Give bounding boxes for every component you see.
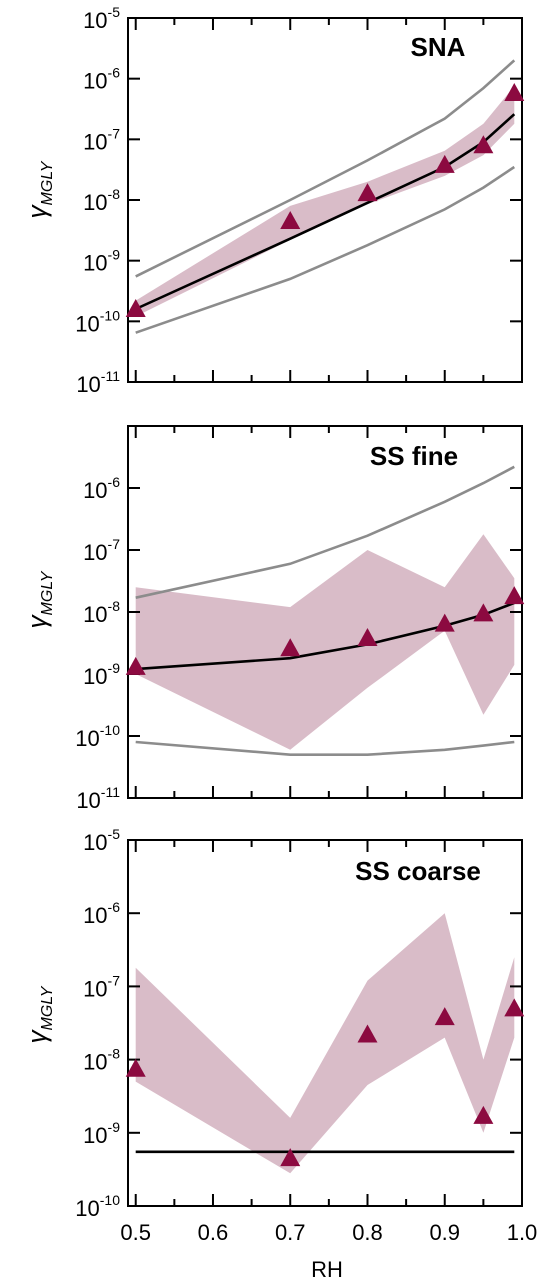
data-point-marker — [280, 1148, 301, 1167]
y-tick-label: 10-9 — [83, 1119, 120, 1148]
uncertainty-band — [135, 86, 515, 317]
data-point-marker — [504, 586, 525, 605]
x-tick-label: 0.7 — [275, 1220, 306, 1245]
y-tick-label: 10-8 — [83, 598, 120, 627]
panel-3: 10-10 10-9 10-8 10-7 10-6 10-5 SS coarse γMGLY — [22, 826, 525, 1221]
x-axis-title: RH — [311, 1257, 343, 1282]
y-tick-label: 10-7 — [83, 125, 120, 154]
x-tick-label: 0.9 — [429, 1220, 460, 1245]
y-axis-title: γMGLY — [22, 160, 56, 218]
y-tick-label: 10-10 — [75, 307, 120, 336]
y-tick-label: 10-5 — [83, 826, 120, 855]
data-point-marker — [357, 183, 378, 202]
data-point-marker — [357, 628, 378, 647]
y-tick-label: 10-9 — [83, 247, 120, 276]
data-point-marker — [125, 656, 146, 675]
y-axis-title: γMGLY — [22, 570, 56, 628]
y-tick-label: 10-7 — [83, 972, 120, 1001]
y-tick-label: 10-6 — [83, 65, 120, 94]
y-tick-label: 10-5 — [83, 4, 120, 33]
uncertainty-band — [135, 913, 515, 1174]
data-point-marker — [504, 998, 525, 1017]
data-point-marker — [280, 638, 301, 657]
upper-bound-line — [135, 59, 516, 278]
y-tick-label: 10-6 — [83, 899, 120, 928]
data-point-marker — [504, 83, 525, 102]
y-tick-label: 10-10 — [75, 722, 120, 751]
lower-bound-line — [135, 165, 516, 334]
y-tick-label: 10-11 — [76, 784, 120, 813]
panel-1: 10-11 10-10 10-9 10-8 10-7 10-6 10-5 SNA γMGLY — [22, 4, 525, 397]
data-point-marker — [473, 1105, 494, 1124]
y-tick-label: 10-8 — [83, 1046, 120, 1075]
panel-2: 10-11 10-10 10-9 10-8 10-7 10-6 SS fine γMGLY — [22, 425, 525, 813]
y-tick-label: 10-11 — [76, 368, 120, 397]
panel-title: SS fine — [370, 441, 458, 471]
data-point-marker — [434, 1007, 455, 1026]
x-tick-label: 0.6 — [198, 1220, 229, 1245]
y-tick-label: 10-6 — [83, 474, 120, 503]
lower-bound-line — [135, 740, 515, 757]
panel-title: SS coarse — [355, 856, 481, 886]
y-tick-label: 10-7 — [83, 536, 120, 565]
fit-line — [135, 113, 516, 311]
data-point-marker — [473, 135, 494, 154]
panel-title: SNA — [411, 32, 466, 62]
upper-bound-line — [135, 465, 515, 599]
data-point-marker — [473, 603, 494, 622]
plot-frame — [127, 839, 523, 1207]
data-point-marker — [280, 211, 301, 230]
y-tick-label: 10-9 — [83, 660, 120, 689]
x-tick-label: 0.5 — [120, 1220, 151, 1245]
data-point-marker — [434, 154, 455, 173]
uncertainty-band — [135, 534, 515, 750]
data-point-marker — [125, 1058, 146, 1077]
y-axis-title: γMGLY — [22, 985, 56, 1043]
x-tick-label: 0.8 — [352, 1220, 383, 1245]
x-tick-label: 1.0 — [507, 1220, 537, 1245]
data-point-marker — [125, 298, 146, 317]
data-point-marker — [434, 613, 455, 632]
data-point-marker — [357, 1024, 378, 1043]
y-tick-label: 10-10 — [75, 1192, 120, 1221]
y-tick-label: 10-8 — [83, 186, 120, 215]
